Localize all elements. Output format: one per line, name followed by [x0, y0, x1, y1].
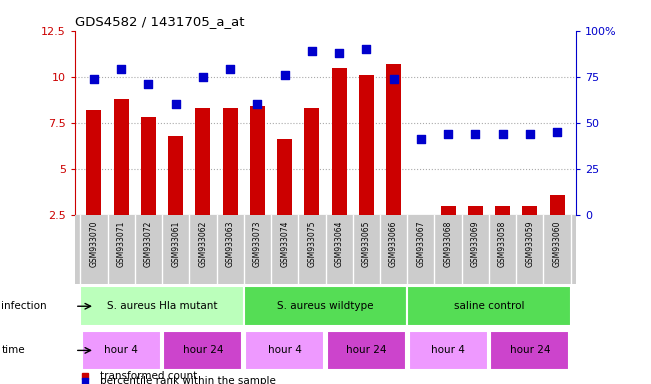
Text: saline control: saline control — [454, 301, 524, 311]
Point — [497, 131, 508, 137]
Text: GSM933065: GSM933065 — [362, 220, 371, 267]
Point — [89, 76, 99, 82]
Bar — [80, 286, 243, 326]
Bar — [468, 206, 483, 215]
Bar — [441, 206, 456, 215]
Bar — [163, 331, 242, 370]
Point — [307, 48, 317, 54]
Bar — [245, 331, 324, 370]
Text: GSM933061: GSM933061 — [171, 220, 180, 267]
Bar — [495, 206, 510, 215]
Bar — [141, 118, 156, 215]
Text: GSM933070: GSM933070 — [89, 220, 98, 267]
Point — [143, 81, 154, 87]
Bar — [409, 331, 488, 370]
Bar — [195, 108, 210, 215]
Bar — [114, 99, 129, 215]
Text: GSM933066: GSM933066 — [389, 220, 398, 267]
Text: GSM933072: GSM933072 — [144, 220, 153, 267]
Point — [225, 66, 236, 73]
Text: S. aureus Hla mutant: S. aureus Hla mutant — [107, 301, 217, 311]
Bar — [386, 64, 401, 215]
Text: GSM933075: GSM933075 — [307, 220, 316, 267]
Text: transformed count: transformed count — [100, 371, 197, 381]
Text: GSM933074: GSM933074 — [280, 220, 289, 267]
Text: GDS4582 / 1431705_a_at: GDS4582 / 1431705_a_at — [75, 15, 244, 28]
Bar — [305, 108, 320, 215]
Text: GSM933062: GSM933062 — [199, 220, 208, 267]
Bar — [522, 206, 537, 215]
Bar — [490, 331, 570, 370]
Text: hour 24: hour 24 — [346, 345, 387, 356]
Text: time: time — [1, 345, 25, 356]
Text: GSM933058: GSM933058 — [498, 220, 507, 267]
Bar — [549, 195, 564, 215]
Text: hour 4: hour 4 — [104, 345, 138, 356]
Text: hour 24: hour 24 — [510, 345, 550, 356]
Bar — [408, 286, 571, 326]
Point — [334, 50, 344, 56]
Text: GSM933068: GSM933068 — [443, 220, 452, 267]
Point — [415, 136, 426, 142]
Point — [252, 101, 262, 108]
Point — [525, 131, 535, 137]
Bar — [250, 106, 265, 215]
Point — [116, 66, 126, 73]
Text: GSM933067: GSM933067 — [417, 220, 425, 267]
Bar — [81, 331, 161, 370]
Bar — [277, 139, 292, 215]
Text: GSM933069: GSM933069 — [471, 220, 480, 267]
Bar — [327, 331, 406, 370]
Text: hour 4: hour 4 — [268, 345, 301, 356]
Bar — [331, 68, 346, 215]
Point — [389, 76, 399, 82]
Bar — [359, 75, 374, 215]
Text: hour 24: hour 24 — [183, 345, 223, 356]
Text: hour 4: hour 4 — [431, 345, 465, 356]
Point — [552, 129, 562, 135]
Point — [361, 46, 372, 52]
Text: GSM933073: GSM933073 — [253, 220, 262, 267]
Text: infection: infection — [1, 301, 47, 311]
Text: GSM933059: GSM933059 — [525, 220, 534, 267]
Bar — [168, 136, 183, 215]
Bar — [87, 110, 102, 215]
Point — [171, 101, 181, 108]
Point — [443, 131, 453, 137]
Point — [198, 74, 208, 80]
Text: GSM933071: GSM933071 — [117, 220, 126, 267]
Text: GSM933063: GSM933063 — [226, 220, 234, 267]
Text: GSM933064: GSM933064 — [335, 220, 344, 267]
Text: percentile rank within the sample: percentile rank within the sample — [100, 376, 276, 384]
Text: GSM933060: GSM933060 — [553, 220, 562, 267]
Bar — [223, 108, 238, 215]
Point — [279, 72, 290, 78]
Text: S. aureus wildtype: S. aureus wildtype — [277, 301, 374, 311]
Point — [470, 131, 480, 137]
Bar — [243, 286, 408, 326]
